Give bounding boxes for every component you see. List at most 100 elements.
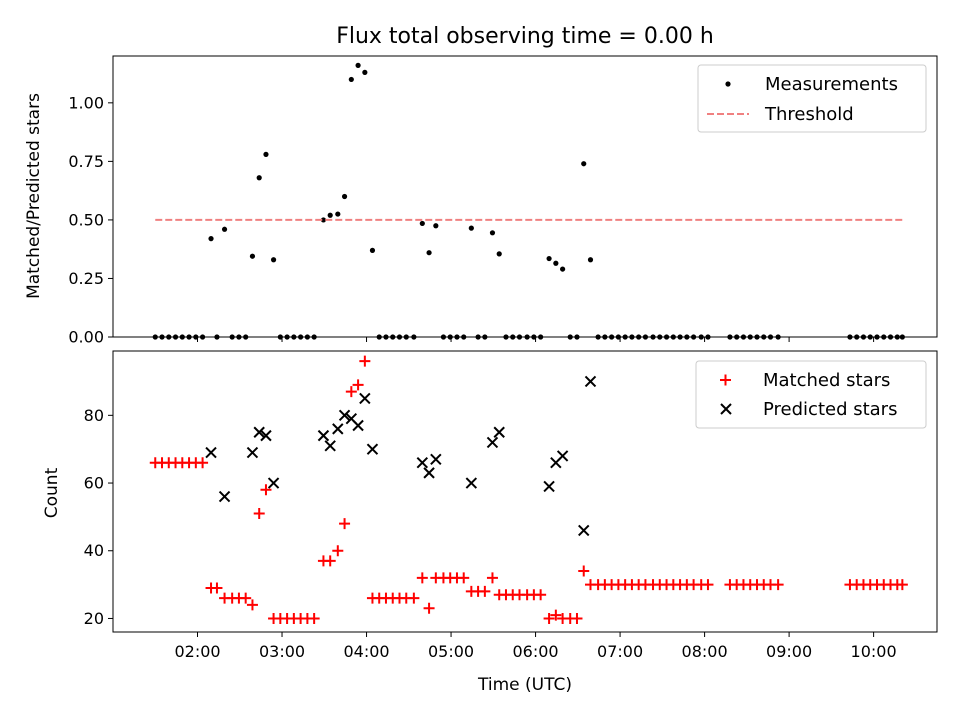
bottom-plot-frame: [112, 350, 938, 633]
matched-stars-point: [550, 609, 562, 621]
measurements-point: [327, 212, 333, 218]
matched-stars-point: [543, 612, 555, 624]
predicted-stars-point: [324, 440, 336, 452]
legend-predicted-label: Predicted stars: [763, 399, 897, 420]
predicted-stars-point: [493, 426, 505, 438]
x-axis-label: Time (UTC): [477, 675, 572, 695]
matched-stars-point: [479, 585, 491, 597]
matched-stars-point: [571, 612, 583, 624]
bottom-x-tick-label: 06:00: [513, 642, 559, 661]
matched-stars-point: [339, 518, 351, 530]
matched-stars-point: [896, 579, 908, 591]
measurements-point: [419, 220, 425, 227]
predicted-stars-point: [556, 450, 569, 462]
predicted-stars-point: [430, 453, 442, 466]
predicted-stars-point: [423, 467, 435, 479]
measurements-point: [270, 257, 277, 263]
legend-top: Measurements Threshold: [697, 64, 927, 133]
measurements-point: [208, 236, 214, 242]
legend-predicted-marker: [720, 403, 732, 415]
top-y-tick-label: 0.75: [68, 152, 104, 171]
measurements-point: [369, 247, 376, 253]
measurements-point: [546, 255, 552, 262]
matched-stars-point: [324, 555, 336, 567]
legend-bottom-frame: [695, 360, 927, 429]
predicted-stars-point: [260, 429, 272, 442]
top-y-tick-label: 0.00: [68, 328, 104, 347]
predicted-stars-point: [205, 446, 217, 459]
bottom-x-tick-label: 03:00: [259, 642, 305, 661]
legend-measurements-label: Measurements: [765, 74, 898, 95]
matched-stars-point: [332, 545, 344, 557]
measurements-point: [553, 260, 559, 266]
chart-title: Flux total observing time = 0.00 h: [336, 24, 714, 49]
measurements-point: [256, 175, 262, 181]
matched-stars-point: [423, 602, 435, 614]
matched-stars-point: [408, 592, 420, 604]
predicted-stars-point: [246, 446, 259, 459]
predicted-stars-point: [267, 477, 280, 489]
predicted-stars-point: [416, 457, 429, 469]
measurements-point: [433, 223, 439, 229]
matched-stars-point: [211, 582, 223, 594]
matched-stars-point: [240, 592, 252, 604]
measurements-point: [426, 250, 432, 256]
matched-stars-point: [246, 599, 258, 611]
matched-stars-point: [486, 572, 498, 584]
predicted-stars-point: [578, 524, 590, 537]
measurements-point: [341, 193, 348, 200]
predicted-stars-point: [465, 477, 478, 489]
measurements-point: [335, 211, 341, 217]
measurements-point: [249, 253, 256, 259]
matched-stars-point: [352, 379, 364, 391]
bottom-y-tick-label: 80: [84, 406, 104, 425]
legend-measurements-marker: [725, 81, 731, 87]
matched-stars-point: [345, 386, 357, 398]
matched-stars-point: [702, 579, 714, 591]
bottom-x-tick-label: 02:00: [174, 642, 220, 661]
matched-stars-point: [253, 508, 265, 520]
legend-matched-label: Matched stars: [763, 370, 890, 391]
predicted-stars-point: [359, 392, 371, 405]
top-y-tick-label: 0.25: [68, 269, 104, 288]
top-y-tick-label: 0.50: [68, 210, 104, 229]
bottom-y-tick-label: 40: [84, 541, 104, 560]
measurements-point: [560, 266, 566, 272]
measurements-point: [221, 226, 228, 232]
legend-matched-marker: [720, 374, 731, 386]
bottom-x-tick-label: 05:00: [428, 642, 474, 661]
measurements-point: [263, 151, 269, 157]
matched-stars-point: [458, 572, 470, 584]
measurements-point: [355, 62, 361, 68]
measurements-point: [489, 230, 496, 236]
predicted-stars-point: [253, 426, 265, 438]
bottom-x-tick-label: 10:00: [851, 642, 897, 661]
measurements-point: [581, 161, 587, 167]
predicted-stars-point: [218, 490, 231, 503]
measurements-point: [320, 217, 327, 223]
legend-threshold-label: Threshold: [764, 104, 854, 125]
matched-stars-point: [578, 565, 590, 577]
measurements-point: [348, 76, 354, 83]
predicted-stars-point: [332, 423, 344, 435]
bottom-x-tick-label: 07:00: [597, 642, 643, 661]
top-panel: 0.00 0.25 0.50 0.75 1.00: [68, 55, 938, 347]
predicted-stars-point: [317, 429, 330, 442]
measurements-point: [362, 69, 368, 75]
matched-stars-point: [772, 579, 784, 591]
top-y-axis-label: Matched/Predicted stars: [24, 93, 44, 299]
bottom-panel: 20 40 60 80 02:00 03:00 04:00 05:00 06:00 07:00 08…: [84, 350, 938, 661]
bottom-y-tick-label: 20: [84, 609, 104, 628]
bottom-x-tick-label: 09:00: [766, 642, 812, 661]
legend-top-frame: [697, 64, 927, 133]
measurements-point: [587, 257, 594, 263]
top-plot-frame: [112, 55, 938, 338]
top-y-tick-label: 1.00: [68, 93, 104, 112]
predicted-stars-point: [352, 419, 364, 432]
bottom-y-axis-label: Count: [42, 467, 62, 518]
predicted-stars-point: [366, 443, 379, 455]
bottom-x-tick-label: 08:00: [682, 642, 728, 661]
matched-stars-point: [260, 484, 272, 496]
matched-stars-point: [308, 612, 320, 624]
